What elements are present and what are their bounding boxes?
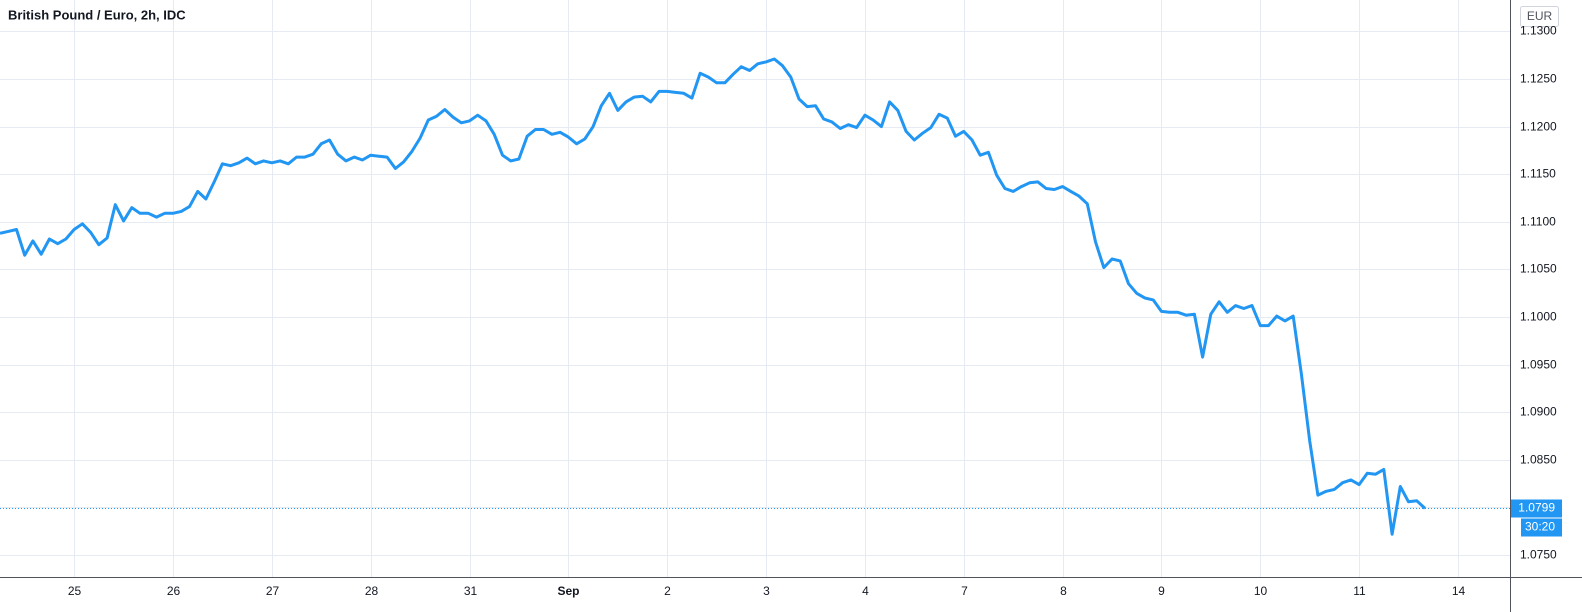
price-line bbox=[0, 57, 1427, 536]
x-tick-label: 9 bbox=[1158, 584, 1165, 598]
grid bbox=[0, 0, 1510, 577]
y-tick-label: 1.1150 bbox=[1520, 167, 1556, 181]
currency-label[interactable]: EUR bbox=[1527, 9, 1553, 23]
chart-title: British Pound / Euro, 2h, IDC bbox=[8, 7, 186, 22]
y-tick-label: 1.1000 bbox=[1520, 310, 1557, 324]
plot bbox=[0, 57, 1510, 536]
x-tick-label: 27 bbox=[266, 584, 280, 598]
x-tick-label: 11 bbox=[1353, 584, 1366, 598]
countdown-box bbox=[1521, 518, 1562, 537]
currency-box[interactable] bbox=[1520, 6, 1559, 27]
x-tick-label: 8 bbox=[1060, 584, 1067, 598]
last-price-label: 1.0799 bbox=[1518, 501, 1555, 515]
last-price-box bbox=[1511, 499, 1562, 518]
x-tick-label: 14 bbox=[1452, 584, 1466, 598]
y-tick-label: 1.0750 bbox=[1520, 548, 1557, 562]
x-tick-label: 7 bbox=[961, 584, 968, 598]
y-tick-label: 1.1050 bbox=[1520, 262, 1557, 276]
y-tick-label: 1.1300 bbox=[1520, 24, 1557, 38]
y-tick-label: 1.0900 bbox=[1520, 405, 1557, 419]
y-tick-label: 1.1200 bbox=[1520, 120, 1557, 134]
countdown-label: 30:20 bbox=[1525, 520, 1555, 534]
x-tick-label: 4 bbox=[862, 584, 869, 598]
y-tick-label: 1.1100 bbox=[1520, 215, 1556, 229]
x-tick-label: Sep bbox=[557, 584, 579, 598]
x-tick-label: 28 bbox=[365, 584, 379, 598]
y-tick-label: 1.0850 bbox=[1520, 453, 1557, 467]
y-tick-label: 1.0950 bbox=[1520, 358, 1557, 372]
x-tick-label: 3 bbox=[763, 584, 770, 598]
x-tick-label: 2 bbox=[664, 584, 671, 598]
x-tick-label: 26 bbox=[167, 584, 181, 598]
y-tick-label: 1.1250 bbox=[1520, 72, 1557, 86]
x-tick-label: 31 bbox=[464, 584, 478, 598]
x-tick-label: 10 bbox=[1254, 584, 1268, 598]
x-tick-label: 25 bbox=[68, 584, 82, 598]
